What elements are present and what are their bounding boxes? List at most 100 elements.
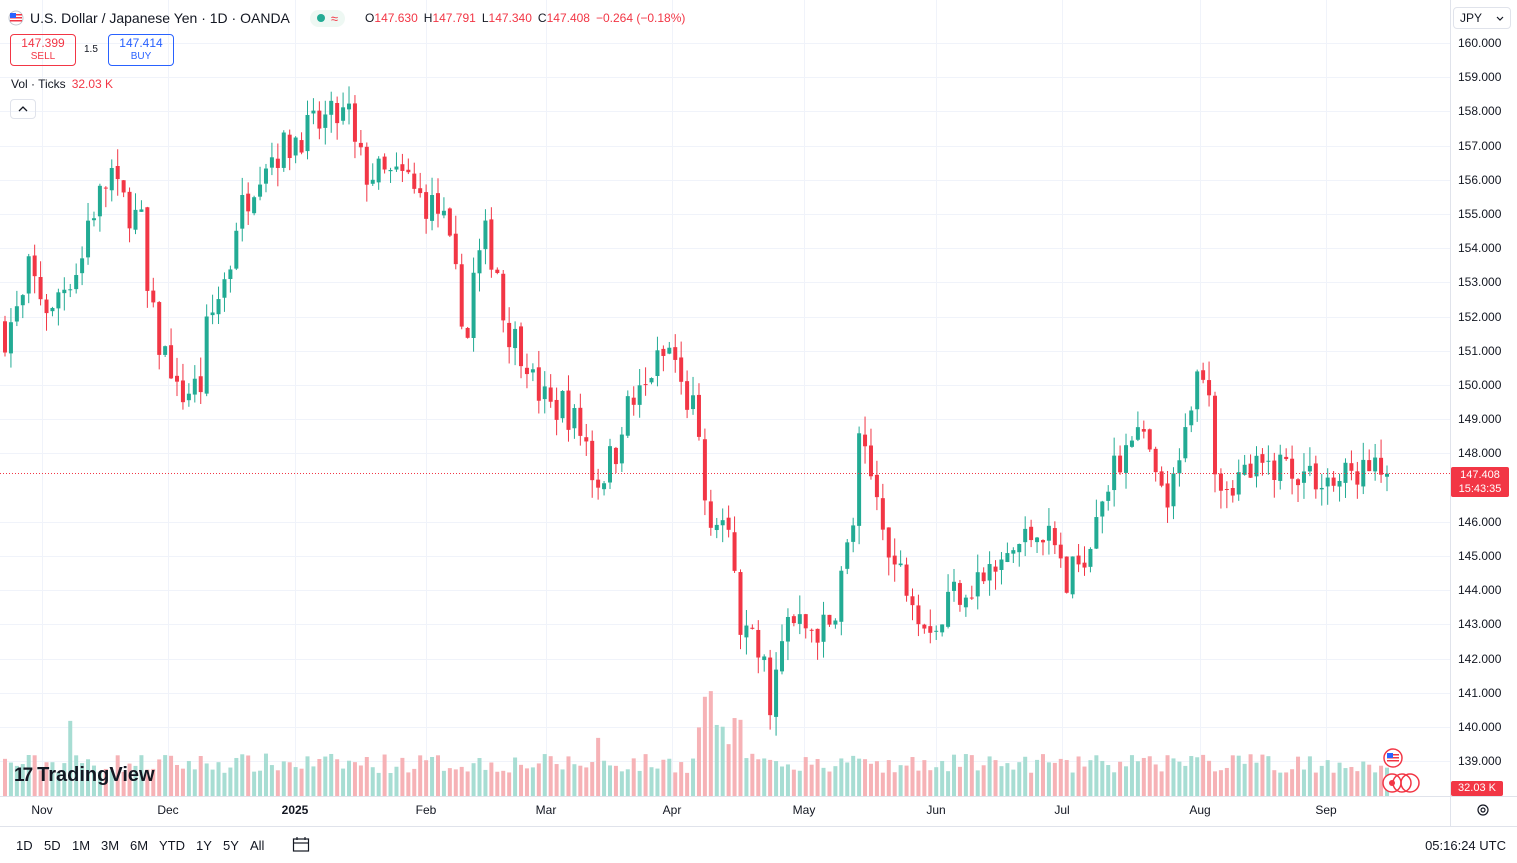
candle-body <box>1147 429 1152 450</box>
volume-bar <box>370 767 375 796</box>
utc-clock[interactable]: 05:16:24 UTC <box>1425 838 1506 853</box>
candle-body <box>465 327 470 338</box>
volume-bar <box>477 758 482 796</box>
candle-body <box>1349 463 1354 471</box>
range-button-5y[interactable]: 5Y <box>223 838 239 853</box>
volume-bar <box>1165 755 1170 796</box>
volume-bar <box>679 762 684 796</box>
volume-bar <box>216 762 221 796</box>
volume-bar <box>234 757 239 796</box>
range-button-3m[interactable]: 3M <box>101 838 120 853</box>
volume-bar <box>269 765 274 796</box>
us-flag-event-icon[interactable] <box>1383 748 1403 768</box>
candle-body <box>341 107 346 121</box>
volume-bar <box>358 765 363 796</box>
candle-body <box>590 440 595 481</box>
range-button-all[interactable]: All <box>250 838 265 853</box>
range-button-5d[interactable]: 5D <box>44 838 61 853</box>
range-button-ytd[interactable]: YTD <box>159 838 185 853</box>
candle-body <box>418 188 423 194</box>
candle-body <box>596 479 601 488</box>
candle-body <box>38 277 43 300</box>
volume-bar <box>1189 756 1194 796</box>
volume-bar <box>1135 761 1140 796</box>
range-button-1m[interactable]: 1M <box>72 838 91 853</box>
candle-body <box>643 384 648 386</box>
candle-body <box>240 195 245 229</box>
market-status-badge[interactable]: ≈ <box>309 9 346 27</box>
volume-bar <box>258 770 263 796</box>
candle-body <box>904 564 909 596</box>
currency-selector[interactable]: JPY <box>1453 7 1511 29</box>
candle-body <box>228 269 233 280</box>
volume-bar <box>1236 755 1241 796</box>
candle-body <box>815 628 820 643</box>
range-button-1y[interactable]: 1Y <box>196 838 212 853</box>
candle-body <box>756 629 761 658</box>
volume-bar <box>1005 763 1010 796</box>
price-axis-label: 151.000 <box>1458 343 1502 358</box>
candle-body <box>578 407 583 436</box>
candle-body <box>845 542 850 569</box>
volume-bar <box>447 768 452 796</box>
volume-bar <box>1254 762 1259 796</box>
gear-icon[interactable] <box>1476 803 1490 817</box>
candle-body <box>1177 460 1182 474</box>
volume-bar <box>1337 762 1342 796</box>
volume-bar <box>1147 756 1152 796</box>
candle-body <box>880 498 885 530</box>
candle-body <box>744 625 749 638</box>
volume-bar <box>857 758 862 796</box>
price-axis-label: 140.000 <box>1458 720 1502 734</box>
price-axis-label: 158.000 <box>1458 104 1502 119</box>
volume-bar <box>708 691 713 796</box>
volume-bar <box>412 768 417 796</box>
candle-body <box>441 210 446 216</box>
collapse-legend-button[interactable] <box>10 99 36 119</box>
volume-bar <box>192 769 197 796</box>
sell-button[interactable]: 147.399 SELL <box>10 34 76 66</box>
volume-bar <box>904 765 909 796</box>
volume-bar <box>222 772 227 796</box>
time-axis-label: Jun <box>926 803 946 817</box>
volume-bar <box>607 765 612 796</box>
volume-bar <box>293 767 298 796</box>
volume-bar <box>1129 755 1134 796</box>
candle-body <box>916 605 921 625</box>
economic-events-icon[interactable] <box>1378 773 1424 793</box>
range-button-1d[interactable]: 1D <box>16 838 33 853</box>
volume-bar <box>1290 769 1295 796</box>
volume-legend[interactable]: Vol · Ticks 32.03 K <box>11 77 113 91</box>
candle-body <box>145 207 150 291</box>
candle-body <box>62 289 67 294</box>
volume-bar <box>863 759 868 796</box>
candle-body <box>1230 488 1235 496</box>
calendar-goto-icon[interactable] <box>292 836 310 852</box>
current-volume-tag: 32.03 K <box>1451 781 1503 796</box>
tradingview-logo[interactable]: 17 TradingView <box>14 764 155 787</box>
volume-bar <box>566 756 571 796</box>
candle-body <box>394 166 399 170</box>
buy-button[interactable]: 147.414 BUY <box>108 34 174 66</box>
candle-body <box>26 256 31 294</box>
volume-bar <box>376 772 381 796</box>
symbol-title[interactable]: U.S. Dollar / Japanese Yen · 1D · OANDA <box>30 10 290 26</box>
range-button-6m[interactable]: 6M <box>130 838 149 853</box>
candle-body <box>400 164 405 171</box>
candle-body <box>1040 540 1045 543</box>
volume-bar <box>1058 758 1063 796</box>
candle-body <box>797 614 802 624</box>
candle-body <box>726 517 731 530</box>
volume-bar <box>536 763 541 796</box>
volume-bar <box>169 755 174 796</box>
candle-body <box>785 616 790 642</box>
candle-body <box>637 385 642 405</box>
current-price-tag: 147.408 15:43:35 <box>1451 467 1509 497</box>
volume-bar <box>145 769 150 796</box>
price-axis-label: 152.000 <box>1458 309 1502 324</box>
time-axis-label: Apr <box>662 803 682 817</box>
volume-bar <box>957 766 962 796</box>
bottom-toolbar: 1D 5D 1M 3M 6M YTD 1Y 5Y All 05:16:24 UTC <box>0 826 1517 863</box>
volume-bar <box>780 766 785 796</box>
